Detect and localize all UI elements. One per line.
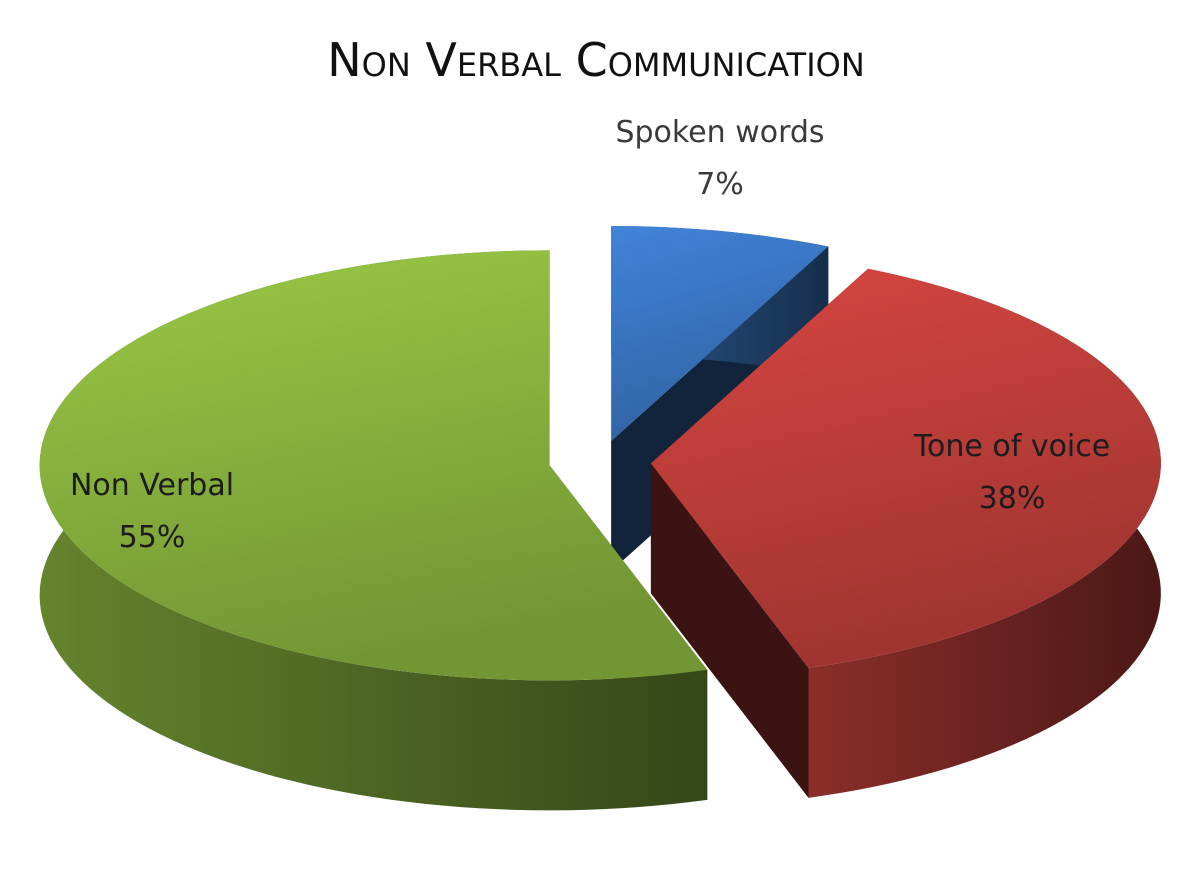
pie-slice xyxy=(39,250,708,681)
slice-label: Spoken words xyxy=(615,115,824,150)
chart-title: Non Verbal Communication xyxy=(327,33,865,87)
slice-cut-face xyxy=(650,463,809,798)
slice-value-label: 55% xyxy=(119,520,186,555)
slice-value-label: 7% xyxy=(696,167,744,202)
pie-slice xyxy=(611,226,829,442)
slice-label: Non Verbal xyxy=(70,468,234,503)
slice xyxy=(39,250,708,811)
slice-value-label: 38% xyxy=(979,481,1046,516)
slice-label: Tone of voice xyxy=(913,429,1110,464)
slice xyxy=(650,268,1161,798)
pie-slice xyxy=(650,268,1161,668)
